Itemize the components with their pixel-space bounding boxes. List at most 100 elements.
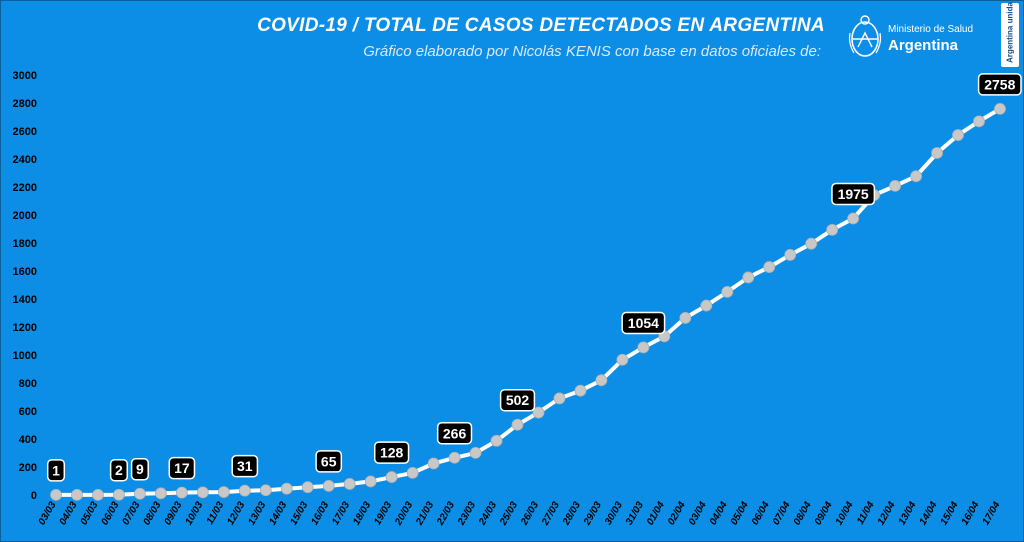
data-point	[406, 466, 419, 479]
x-tick-label: 16/03	[309, 500, 331, 528]
x-tick-label: 06/04	[750, 500, 772, 528]
y-tick-label: 1600	[13, 266, 37, 278]
x-tick-label: 12/04	[876, 500, 898, 528]
data-point	[931, 147, 943, 159]
data-point	[259, 484, 272, 497]
y-tick-label: 1200	[13, 322, 37, 334]
data-point	[280, 482, 293, 495]
data-point	[574, 384, 587, 397]
x-tick-label: 30/03	[603, 500, 625, 528]
x-tick-label: 21/03	[414, 500, 437, 528]
data-point	[616, 353, 629, 366]
y-tick-label: 2400	[13, 154, 37, 166]
data-point	[490, 434, 503, 447]
data-point	[511, 418, 524, 431]
data-point	[532, 406, 545, 419]
y-tick-label: 2000	[13, 210, 37, 222]
data-label: 502	[506, 392, 530, 408]
data-point	[175, 486, 188, 499]
data-point	[889, 179, 902, 192]
y-tick-label: 200	[19, 462, 37, 474]
data-point	[679, 311, 692, 324]
data-label-box	[831, 182, 876, 206]
ministry-logo: Ministerio de Salud Argentina	[846, 13, 986, 63]
data-label: 17	[174, 460, 190, 476]
x-tick-label: 13/04	[897, 500, 919, 528]
data-label: 31	[237, 458, 253, 474]
data-point	[826, 223, 839, 236]
y-tick-label: 3000	[13, 70, 37, 82]
y-tick-label: 2200	[13, 182, 37, 194]
x-tick-label: 24/03	[477, 500, 500, 528]
data-label-box	[373, 441, 410, 464]
x-tick-label: 05/03	[79, 500, 101, 528]
x-tick-label: 25/03	[498, 500, 521, 528]
x-tick-label: 22/03	[435, 500, 458, 528]
data-label: 1975	[838, 186, 869, 202]
x-tick-label: 12/03	[225, 500, 247, 528]
x-tick-label: 26/03	[519, 500, 542, 528]
data-point	[847, 212, 860, 225]
data-label-box	[231, 454, 259, 478]
data-label: 1	[52, 462, 60, 478]
data-point	[427, 457, 440, 470]
x-tick-label: 19/03	[372, 500, 394, 528]
data-point	[385, 471, 398, 483]
data-point	[721, 285, 734, 298]
argentina-seal-icon	[848, 15, 882, 57]
data-point	[134, 487, 146, 500]
data-point	[343, 478, 356, 490]
data-point	[196, 486, 209, 499]
x-tick-label: 28/03	[561, 500, 584, 528]
data-label-box	[977, 73, 1022, 96]
data-point	[238, 484, 251, 497]
x-tick-label: 10/03	[183, 500, 205, 528]
data-label-box	[315, 450, 343, 473]
x-tick-label: 03/04	[687, 500, 709, 528]
data-label-box	[621, 311, 666, 335]
x-tick-label: 03/03	[37, 500, 59, 528]
x-tick-label: 18/03	[351, 500, 373, 528]
data-label-box	[436, 422, 473, 445]
data-label-box	[168, 456, 196, 480]
data-point	[217, 486, 230, 498]
data-label: 9	[136, 461, 144, 477]
x-tick-label: 10/04	[834, 500, 856, 528]
x-tick-label: 27/03	[540, 500, 563, 528]
x-tick-label: 09/03	[162, 500, 184, 528]
data-label: 128	[380, 445, 404, 461]
data-point	[742, 271, 755, 284]
x-tick-label: 16/04	[960, 500, 982, 528]
y-tick-label: 2800	[13, 98, 37, 110]
data-label-box	[109, 458, 128, 482]
x-tick-label: 07/03	[120, 500, 142, 528]
x-tick-label: 09/04	[813, 500, 835, 528]
data-point	[595, 374, 608, 387]
data-point	[910, 170, 922, 183]
data-label: 65	[321, 453, 337, 469]
x-tick-label: 02/04	[666, 500, 688, 528]
x-tick-label: 29/03	[581, 500, 604, 528]
x-tick-label: 07/04	[771, 500, 793, 528]
x-tick-label: 23/03	[456, 500, 479, 528]
y-tick-label: 1000	[13, 350, 37, 362]
data-point	[71, 488, 83, 501]
data-point	[763, 261, 776, 273]
ministry-country: Argentina	[888, 37, 959, 54]
data-point	[952, 129, 964, 141]
data-point	[448, 451, 461, 464]
data-point	[805, 237, 818, 250]
y-tick-label: 2600	[13, 126, 37, 138]
data-point	[50, 488, 62, 501]
chart-subtitle: Gráfico elaborado por Nicolás KENIS con …	[363, 43, 821, 60]
data-point	[364, 475, 377, 488]
x-tick-label: 13/03	[246, 500, 268, 528]
data-point	[637, 341, 650, 354]
x-tick-label: 06/03	[99, 500, 121, 528]
data-point	[700, 299, 713, 312]
x-tick-label: 14/04	[918, 500, 940, 528]
data-label: 2	[115, 462, 123, 478]
chart-title: COVID-19 / TOTAL DE CASOS DETECTADOS EN …	[257, 15, 825, 36]
x-tick-label: 04/03	[58, 500, 80, 528]
